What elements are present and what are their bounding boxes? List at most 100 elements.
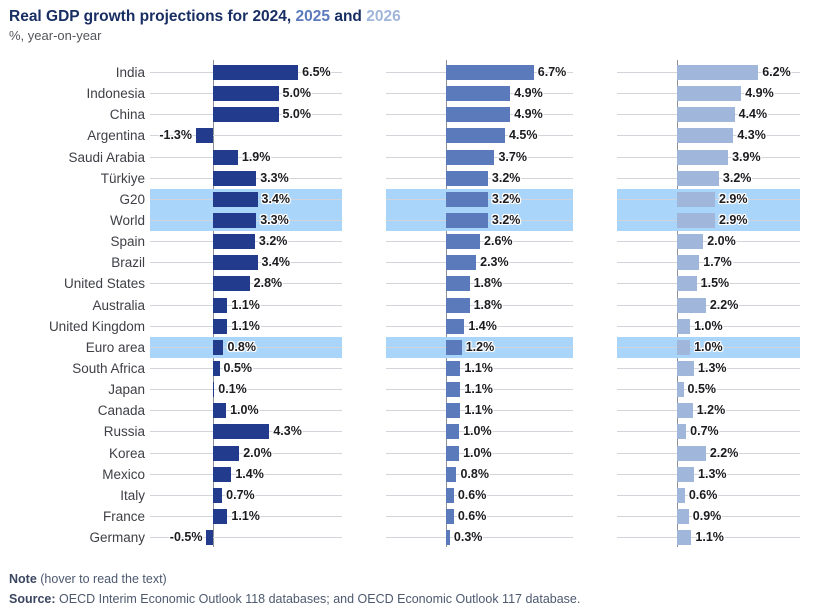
chart-row: China 5.0% 4.9% 4.4% bbox=[0, 104, 815, 125]
gdp-bar-2025[interactable] bbox=[446, 86, 511, 102]
gdp-bar-2026[interactable] bbox=[677, 382, 684, 398]
gdp-bar-2024[interactable] bbox=[213, 234, 255, 250]
gdp-bar-2024[interactable] bbox=[213, 191, 258, 207]
value-label-2024: 1.9% bbox=[241, 149, 271, 164]
gdp-bar-2026[interactable] bbox=[677, 65, 759, 80]
gdp-bar-2025[interactable] bbox=[446, 234, 481, 250]
gdp-bar-2024[interactable] bbox=[213, 65, 299, 80]
panel-2026: 1.2% bbox=[617, 400, 800, 421]
gdp-bar-2025[interactable] bbox=[446, 276, 470, 292]
gdp-bar-2025[interactable] bbox=[446, 107, 511, 123]
gdp-bar-2026[interactable] bbox=[677, 530, 692, 546]
gdp-bar-2025[interactable] bbox=[446, 191, 488, 207]
panel-2025: 2.3% bbox=[386, 252, 573, 273]
gdp-bar-2024[interactable] bbox=[213, 255, 258, 271]
chart-row: Argentina -1.3% 4.5% 4.3% bbox=[0, 125, 815, 146]
gdp-bar-2025[interactable] bbox=[446, 445, 460, 461]
gdp-bar-2024[interactable] bbox=[213, 508, 228, 524]
panel-2026: 2.2% bbox=[617, 443, 800, 464]
gdp-bar-2024[interactable] bbox=[213, 297, 228, 313]
gdp-bar-2025[interactable] bbox=[446, 360, 461, 376]
value-label-2024: 3.3% bbox=[260, 170, 289, 185]
value-label-2025: 0.3% bbox=[453, 530, 483, 545]
gdp-bar-2024[interactable] bbox=[195, 128, 213, 144]
gdp-bar-2024[interactable] bbox=[213, 424, 270, 440]
gdp-bar-2025[interactable] bbox=[446, 255, 477, 271]
value-label-2025: 1.0% bbox=[463, 445, 492, 460]
panel-2026: 1.7% bbox=[617, 252, 800, 273]
gdp-bar-2024[interactable] bbox=[213, 318, 228, 334]
gdp-bar-2024[interactable] bbox=[213, 107, 279, 123]
gdp-bar-2026[interactable] bbox=[677, 255, 700, 271]
gdp-bar-2025[interactable] bbox=[446, 339, 462, 355]
gdp-bar-2024[interactable] bbox=[206, 530, 213, 546]
gdp-bar-2025[interactable] bbox=[446, 382, 461, 398]
gdp-bar-2026[interactable] bbox=[677, 212, 715, 228]
gdp-bar-2024[interactable] bbox=[213, 360, 220, 376]
gdp-bar-2026[interactable] bbox=[677, 466, 695, 482]
value-label-2024: 1.1% bbox=[231, 297, 260, 312]
gdp-bar-2026[interactable] bbox=[677, 149, 729, 165]
gdp-bar-2026[interactable] bbox=[677, 191, 715, 207]
country-label: Mexico bbox=[102, 466, 145, 482]
gdp-bar-2024[interactable] bbox=[213, 403, 227, 419]
gdp-bar-2024[interactable] bbox=[213, 212, 257, 228]
gdp-bar-2025[interactable] bbox=[446, 530, 450, 546]
value-label-2024: 3.2% bbox=[258, 234, 288, 249]
panel-2024: 0.8% bbox=[150, 336, 342, 358]
value-label-2025: 1.2% bbox=[465, 339, 495, 354]
gdp-bar-2026[interactable] bbox=[677, 508, 689, 524]
gdp-bar-2025[interactable] bbox=[446, 128, 505, 144]
gdp-bar-2025[interactable] bbox=[446, 149, 495, 165]
gdp-bar-2026[interactable] bbox=[677, 403, 693, 419]
gdp-bar-2025[interactable] bbox=[446, 212, 488, 228]
gdp-bar-2024[interactable] bbox=[213, 466, 232, 482]
panel-2024: -1.3% bbox=[150, 125, 342, 146]
gdp-bar-2026[interactable] bbox=[677, 360, 695, 376]
gdp-bar-2026[interactable] bbox=[677, 234, 704, 250]
gdp-bar-2026[interactable] bbox=[677, 276, 697, 292]
panel-2026: 1.1% bbox=[617, 527, 800, 548]
gdp-bar-2025[interactable] bbox=[446, 487, 454, 503]
gdp-bar-2024[interactable] bbox=[213, 86, 279, 102]
country-label: India bbox=[115, 65, 145, 80]
gdp-bar-2025[interactable] bbox=[446, 318, 465, 334]
gdp-bar-2024[interactable] bbox=[213, 170, 257, 186]
title-year-2026: 2026 bbox=[366, 8, 401, 25]
gdp-bar-2026[interactable] bbox=[677, 445, 706, 461]
panel-2026: 0.5% bbox=[617, 379, 800, 400]
gdp-bar-2026[interactable] bbox=[677, 297, 706, 313]
gdp-bar-2026[interactable] bbox=[677, 107, 735, 123]
gdp-bar-2024[interactable] bbox=[213, 339, 224, 355]
gdp-bar-2026[interactable] bbox=[677, 318, 691, 334]
gdp-bar-2026[interactable] bbox=[677, 424, 687, 440]
gdp-bar-2026[interactable] bbox=[677, 170, 719, 186]
panel-2025: 4.9% bbox=[386, 83, 573, 104]
value-label-2025: 0.6% bbox=[457, 508, 487, 523]
row-gridline bbox=[150, 156, 342, 158]
gdp-bar-2026[interactable] bbox=[677, 128, 734, 144]
gdp-bar-2025[interactable] bbox=[446, 466, 457, 482]
gdp-bar-2026[interactable] bbox=[677, 487, 685, 503]
gdp-bar-2026[interactable] bbox=[677, 339, 691, 355]
gdp-bar-2024[interactable] bbox=[213, 487, 223, 503]
panel-2025: 1.2% bbox=[386, 336, 573, 358]
gdp-bar-2025[interactable] bbox=[446, 170, 488, 186]
value-label-2024: 2.0% bbox=[243, 445, 272, 460]
value-label-2025: 3.2% bbox=[491, 170, 521, 185]
gdp-bar-2025[interactable] bbox=[446, 297, 470, 313]
gdp-bar-2024[interactable] bbox=[213, 445, 240, 461]
gdp-bar-2025[interactable] bbox=[446, 65, 534, 80]
gdp-bar-2024[interactable] bbox=[213, 276, 250, 292]
gdp-bar-2024[interactable] bbox=[213, 382, 215, 398]
gdp-bar-2025[interactable] bbox=[446, 403, 461, 419]
gdp-bar-2024[interactable] bbox=[213, 149, 238, 165]
panel-2026: 1.3% bbox=[617, 464, 800, 485]
value-label-2026: 1.3% bbox=[698, 360, 727, 375]
panel-2024: 3.3% bbox=[150, 209, 342, 232]
gdp-bar-2025[interactable] bbox=[446, 424, 460, 440]
panel-2026: 2.2% bbox=[617, 295, 800, 316]
row-gridline bbox=[617, 494, 800, 496]
gdp-bar-2025[interactable] bbox=[446, 508, 454, 524]
gdp-bar-2026[interactable] bbox=[677, 86, 742, 102]
